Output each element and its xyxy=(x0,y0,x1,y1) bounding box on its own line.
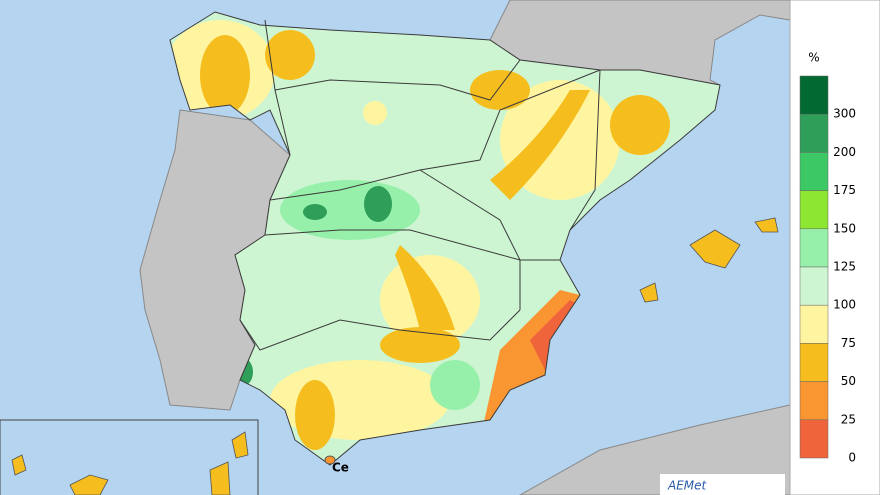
legend-swatch xyxy=(799,419,829,459)
ceuta-label: Ce xyxy=(332,461,349,475)
legend-swatch xyxy=(799,113,829,153)
legend-swatch xyxy=(799,381,829,421)
legend: 300 200 175 150 125 100 75 50 25 0 xyxy=(799,75,856,465)
legend-swatch xyxy=(799,266,829,306)
legend-label: 0 xyxy=(848,451,856,465)
legend-label: 125 xyxy=(833,260,856,274)
legend-label: 100 xyxy=(833,298,856,312)
legend-swatch xyxy=(799,152,829,191)
canary-islands xyxy=(11,431,249,495)
legend-label: 50 xyxy=(841,374,856,388)
africa xyxy=(518,404,791,495)
legend-swatch xyxy=(799,75,829,115)
legend-unit: % xyxy=(808,51,819,65)
legend-swatch xyxy=(799,343,829,382)
legend-label: 150 xyxy=(833,221,856,235)
logo: AEMet xyxy=(667,479,708,493)
ceuta xyxy=(324,455,336,465)
legend-swatch xyxy=(799,190,829,230)
legend-swatch xyxy=(799,228,829,268)
logo-box xyxy=(660,474,785,495)
region-borders xyxy=(239,19,601,351)
legend-label: 75 xyxy=(841,336,856,350)
legend-label: 175 xyxy=(833,183,856,197)
legend-swatch xyxy=(799,304,829,344)
legend-label: 200 xyxy=(833,145,856,159)
legend-label: 300 xyxy=(833,107,856,121)
legend-label: 25 xyxy=(841,412,856,426)
balearic-islands xyxy=(639,217,779,303)
spain-outline xyxy=(169,11,721,466)
